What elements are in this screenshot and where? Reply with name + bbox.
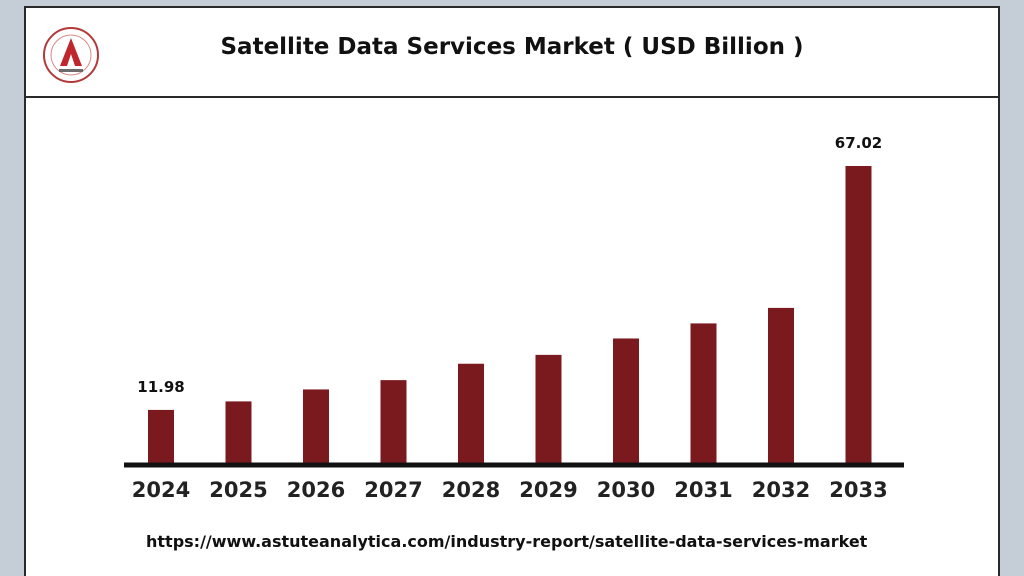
bar-2032 [768, 307, 794, 463]
astute-analytica-logo-icon [43, 27, 99, 83]
x-tick-label-2032: 2032 [752, 478, 810, 502]
x-tick-label-2033: 2033 [829, 478, 887, 502]
data-label-2024: 11.98 [137, 378, 184, 396]
bar-2027 [380, 380, 407, 463]
x-tick-label-2026: 2026 [287, 478, 345, 502]
x-tick-label-2027: 2027 [364, 478, 422, 502]
bar-2030 [613, 338, 639, 463]
x-tick-label-2031: 2031 [674, 478, 732, 502]
x-tick-label-2024: 2024 [132, 478, 190, 502]
chart-card: Satellite Data Services Market ( USD Bil… [24, 6, 1000, 576]
bar-2024 [148, 409, 174, 463]
bar-2025 [225, 401, 252, 463]
x-tick-label-2030: 2030 [597, 478, 655, 502]
source-url[interactable]: https://www.astuteanalytica.com/industry… [146, 532, 868, 551]
x-tick-label-2025: 2025 [209, 478, 267, 502]
x-tick-label-2029: 2029 [519, 478, 577, 502]
bar-chart: 2024 2025 2026 2027 2028 2029 2030 2031 2032 2033… [124, 134, 904, 502]
data-label-2033: 67.02 [835, 134, 882, 152]
data-labels: 11.98 67.02 [137, 134, 882, 396]
bar-2026 [303, 389, 329, 463]
bar-2031 [690, 323, 717, 463]
x-tick-labels: 2024 2025 2026 2027 2028 2029 2030 2031 2032 2033 [132, 478, 888, 502]
chart-title: Satellite Data Services Market ( USD Bil… [220, 34, 804, 60]
bar-group [148, 166, 872, 463]
bar-2033 [845, 166, 872, 463]
x-tick-label-2028: 2028 [442, 478, 500, 502]
chart-header: Satellite Data Services Market ( USD Bil… [26, 8, 998, 98]
bar-2028 [458, 363, 484, 463]
bar-2029 [535, 354, 562, 463]
